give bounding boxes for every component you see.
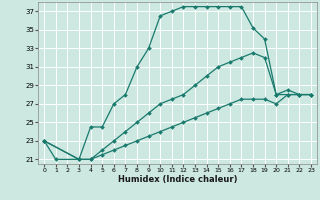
X-axis label: Humidex (Indice chaleur): Humidex (Indice chaleur): [118, 175, 237, 184]
